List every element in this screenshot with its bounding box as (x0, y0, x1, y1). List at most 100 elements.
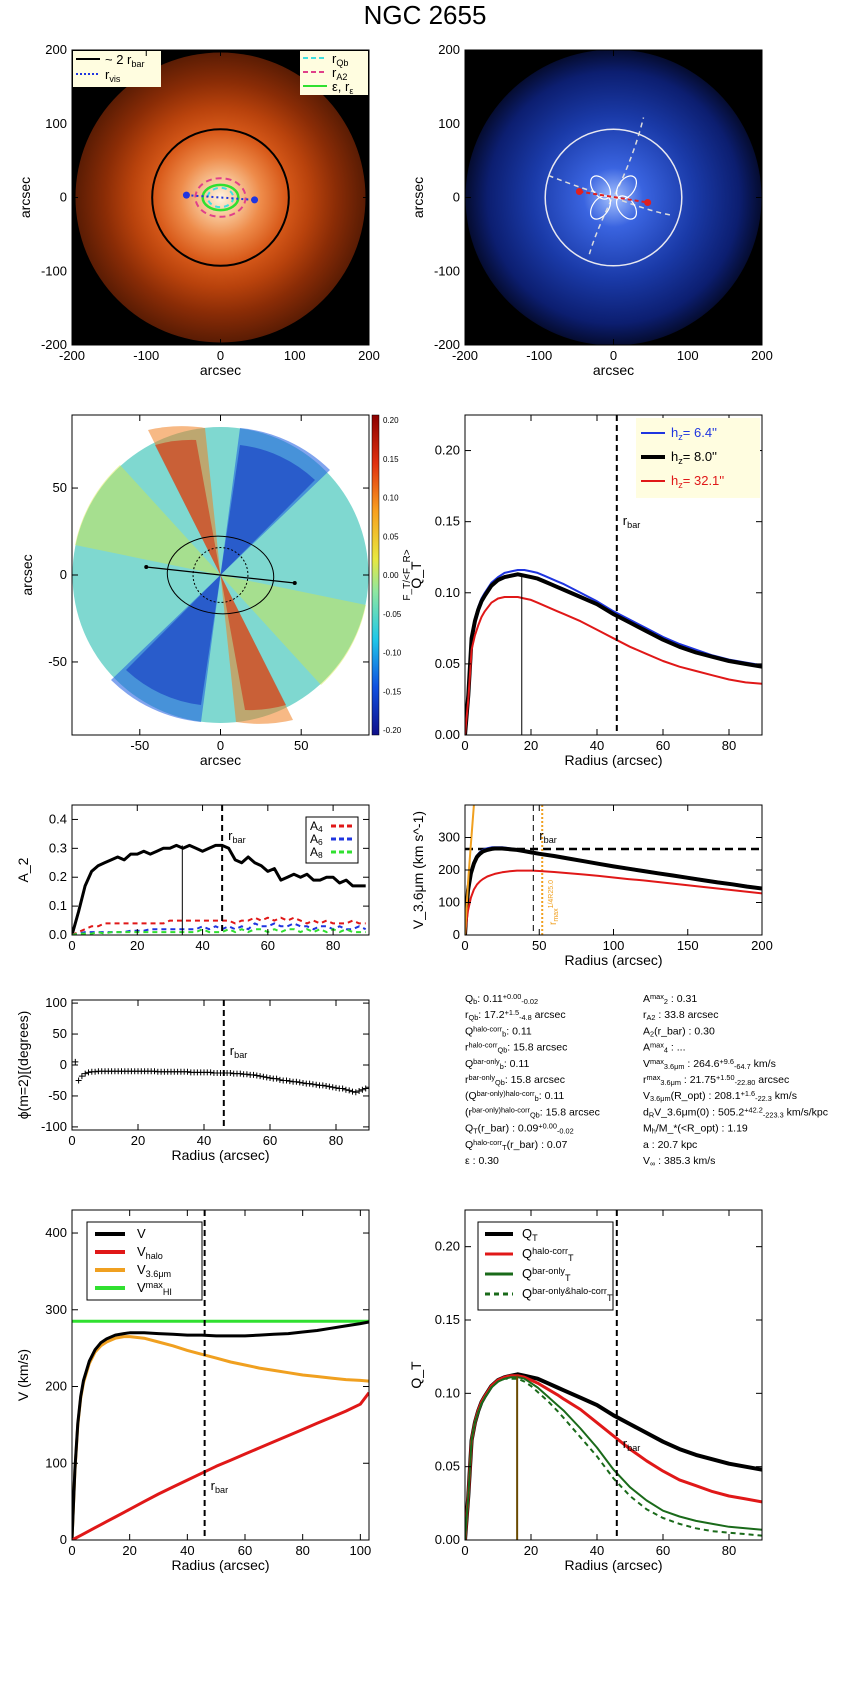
x-axis-label: arcsec (200, 362, 241, 378)
p4-rbar-label-part-1: bar (627, 520, 640, 530)
param-right-row: V∞ : 385.3 km/s (643, 1155, 715, 1168)
param-left-row-part-2: T (502, 1143, 507, 1152)
param-right-row-part-3: : ... (668, 1042, 686, 1054)
p1-legend-right-label-part-0: r (332, 51, 337, 66)
x-tick-label: -200 (59, 348, 85, 363)
p9-legend-label: Qbar-only&halo-corrT (522, 1286, 613, 1303)
p1-legend-right-label: rA2 (332, 65, 347, 82)
x-tick-label: 200 (751, 938, 773, 953)
p4-legend-label-part-2: = 6.4'' (683, 425, 717, 440)
y-tick-label: -50 (48, 654, 67, 669)
param-right-row-part-4: -223.3 (763, 1110, 784, 1119)
param-right-row-part-2: 3.6μm (660, 1078, 681, 1087)
p5-rbar-label-part-0: r (228, 828, 233, 843)
x-tick-label: -100 (133, 348, 159, 363)
param-left-row-part-1: halo-corr (473, 1138, 503, 1147)
p9-data (465, 1210, 762, 1540)
p5-axes: 0 20 40 60 80 0.0 0.1 0.2 0.3 0.4 A_2 (15, 805, 369, 953)
p4-legend-label: hz= 6.4'' (671, 425, 717, 442)
x-tick-label: -50 (130, 738, 149, 753)
x-tick-label: 0 (217, 738, 224, 753)
p7-point (92, 1068, 99, 1075)
param-left-row: rhalo-corrQb: 15.8 arcsec (465, 1040, 567, 1054)
p2-dashed-arm-1 (548, 117, 645, 199)
y-axis-label: V_3.6μm (km s^-1) (410, 811, 426, 929)
param-right-row-part-6: arcsec (755, 1074, 789, 1086)
y-tick-label: 100 (45, 995, 67, 1010)
y-tick-label: 0.10 (435, 1385, 460, 1400)
p1-legend-right-label-part-1: A2 (336, 72, 347, 82)
y-tick-label: 0.20 (435, 1239, 460, 1254)
p7-point (352, 1089, 359, 1096)
p3-overlay (144, 535, 297, 615)
x-tick-label: 20 (131, 1133, 145, 1148)
param-right-row-part-0: V (643, 1090, 650, 1102)
p7-point (250, 1071, 257, 1078)
param-right-row-part-0: A (643, 1025, 650, 1037)
param-left-row-part-3: : 0.11 (539, 1090, 565, 1102)
p6-rbar-label-part-1: bar (544, 835, 557, 845)
p1-axes: -200 -100 0 100 200 -200 -100 0 100 200 arcsec arcs… (17, 42, 380, 378)
p3-bar-end-right (292, 581, 297, 585)
param-left-row-part-1: halo-corr (473, 1024, 503, 1033)
p9-rbar-label-part-0: r (623, 1436, 628, 1451)
param-left-row-part-2: b (535, 1094, 539, 1103)
p1-galaxy-glow (75, 52, 366, 343)
panel-image-blue: -200 -100 0 100 200 -200 -100 0 100 200 arcsec arcs… (410, 42, 773, 378)
p5-series-3 (72, 928, 366, 935)
p6-data (465, 805, 762, 935)
p9-legend-label-part-0: Q (522, 1266, 532, 1281)
p7-point (333, 1084, 339, 1091)
p7-point (306, 1080, 313, 1087)
param-right-row-part-1: A2 (647, 1013, 656, 1022)
param-left-row-part-2: Qb (530, 1110, 540, 1119)
y-axis-label: arcsec (19, 554, 35, 595)
p9-legend-label-part-1: bar-only (532, 1266, 565, 1276)
p5-rbar-label: rbar (228, 828, 246, 845)
p7-point (313, 1081, 320, 1088)
y-tick-label: 0.2 (49, 869, 67, 884)
p6-rbar-label-part-0: r (539, 828, 544, 843)
p5-rbar-label-part-1: bar (232, 835, 245, 845)
param-left-row: Qhalo-corrT(r_bar) : 0.07 (465, 1138, 568, 1152)
p1-legend-left-label-part-1: bar (131, 59, 144, 69)
param-left-row: ε : 0.30 (465, 1155, 499, 1167)
y-tick-label: -100 (41, 263, 67, 278)
y-tick-label: 100 (45, 1455, 67, 1470)
y-tick-label: 0.3 (49, 840, 67, 855)
p7-point (326, 1083, 333, 1090)
p7-point (260, 1073, 267, 1080)
p7-point (227, 1070, 234, 1077)
x-axis-label: arcsec (200, 752, 241, 768)
y-tick-label: 200 (438, 42, 460, 57)
param-right-row-part-5: -64.7 (734, 1062, 751, 1071)
p7-point (273, 1075, 280, 1082)
param-right-row-part-0: a (643, 1139, 649, 1151)
x-tick-label: 0 (461, 1543, 468, 1558)
param-left-row: Qbar-onlyb: 0.11 (465, 1057, 529, 1071)
param-left-row-part-2: (r_bar) : 0.09 (478, 1123, 539, 1135)
param-right-row: a : 20.7 kpc (643, 1139, 697, 1151)
p8-series-2 (72, 1391, 369, 1540)
p4-series-2 (465, 596, 762, 735)
p7-point (263, 1074, 270, 1081)
x-tick-label: 60 (656, 738, 670, 753)
x-tick-label: 100 (603, 938, 625, 953)
p4-series-1 (465, 572, 762, 735)
x-tick-label: 0 (68, 1133, 75, 1148)
p7-point (329, 1084, 336, 1091)
y-tick-label: 0 (60, 190, 67, 205)
param-right-row-part-1: ∞ (650, 1159, 655, 1168)
param-right-row: Amax4 : ... (643, 1040, 686, 1054)
param-left-row-part-3: +0.00 (538, 1121, 557, 1130)
x-tick-label: 80 (326, 938, 340, 953)
p9-series-3 (465, 1377, 762, 1540)
panel-phase: rbar 0 20 40 60 80 100 50 0 -50 -100 Radius (arcsec… (15, 995, 370, 1163)
p2-bar-end-left (575, 188, 583, 195)
y-tick-label: 200 (438, 862, 460, 877)
p7-point (293, 1078, 300, 1085)
x-tick-label: 60 (656, 1543, 670, 1558)
p1-legend-right-label: ε, rε (332, 79, 353, 96)
p7-point (267, 1075, 273, 1081)
